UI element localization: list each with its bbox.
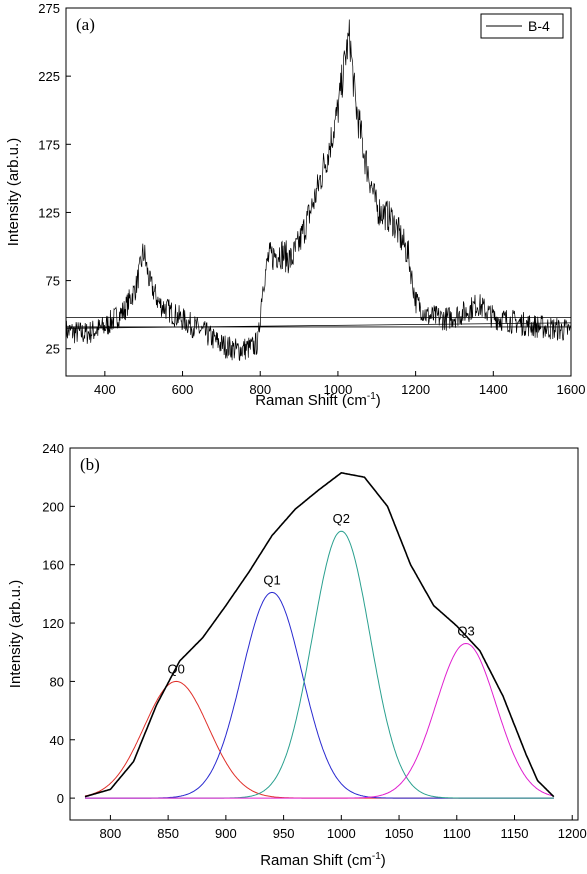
y-tick-label: 175 xyxy=(38,137,60,152)
peak-label-q2: Q2 xyxy=(333,511,350,526)
peak-curve-q3 xyxy=(85,642,554,799)
legend-label: B-4 xyxy=(528,18,550,34)
y-tick-label: 275 xyxy=(38,1,60,16)
x-tick-label: 1200 xyxy=(558,826,587,841)
y-tick-label: 160 xyxy=(42,558,64,573)
y-tick-label: 0 xyxy=(57,791,64,806)
x-tick-label: 1100 xyxy=(443,826,471,841)
series-line-b4 xyxy=(65,19,572,361)
x-tick-label: 1050 xyxy=(385,826,414,841)
x-tick-label: 850 xyxy=(157,826,179,841)
y-tick-label: 120 xyxy=(42,616,64,631)
x-axis-label-b: Raman Shift (cm-1) xyxy=(260,851,386,869)
x-tick-label: 900 xyxy=(215,826,237,841)
x-tick-label: 800 xyxy=(249,382,271,397)
panel-label-a: (a) xyxy=(76,15,95,34)
y-tick-label: 25 xyxy=(46,342,60,357)
x-tick-label: 1000 xyxy=(323,382,352,397)
x-tick-label: 1600 xyxy=(557,382,586,397)
x-tick-label: 400 xyxy=(94,382,116,397)
y-axis-label-a: Intensity (arb.u.) xyxy=(5,138,22,246)
peak-label-q1: Q1 xyxy=(263,572,280,587)
x-axis-label-a: Raman Shift (cm-1) xyxy=(255,391,381,409)
x-tick-label: 1150 xyxy=(501,826,529,841)
plot-frame-b xyxy=(69,447,579,821)
peak-curve-q2 xyxy=(85,530,554,799)
y-tick-label: 40 xyxy=(50,733,64,748)
y-tick-label: 75 xyxy=(46,274,60,289)
y-tick-label: 240 xyxy=(42,441,64,456)
y-axis-label-b: Intensity (arb.u.) xyxy=(7,580,24,688)
y-tick-label: 125 xyxy=(38,205,60,220)
plot-frame-a xyxy=(65,7,572,377)
y-tick-label: 200 xyxy=(42,499,64,514)
axis-ticks-b: 800 850 900 950 1000 1050 1100 1150 1200 0 40 80 120… xyxy=(42,441,586,841)
peak-label-q3: Q3 xyxy=(457,623,474,638)
series-a xyxy=(65,19,572,361)
panel-b: 800 850 900 950 1000 1050 1100 1150 1200 0 40 80 120… xyxy=(7,441,587,869)
y-tick-label: 80 xyxy=(50,674,64,689)
peak-components-b xyxy=(84,530,554,799)
x-tick-label: 950 xyxy=(273,826,295,841)
x-tick-label: 1000 xyxy=(327,826,356,841)
x-tick-label: 1400 xyxy=(479,382,508,397)
x-tick-label: 600 xyxy=(172,382,194,397)
panel-a: 400 600 800 1000 1200 1400 1600 25 75 125 175 225 27… xyxy=(5,1,585,409)
y-tick-label: 225 xyxy=(38,69,60,84)
envelope-b xyxy=(84,471,555,798)
panel-label-b: (b) xyxy=(80,455,100,474)
peak-curve-q1 xyxy=(85,591,554,799)
envelope-curve xyxy=(84,471,555,798)
x-tick-label: 800 xyxy=(100,826,122,841)
baseline-line xyxy=(65,322,572,329)
axis-ticks-a: 400 600 800 1000 1200 1400 1600 25 75 125 175 225 27… xyxy=(38,1,585,397)
x-tick-label: 1200 xyxy=(401,382,430,397)
peak-label-q0: Q0 xyxy=(168,661,185,676)
peak-labels-b: Q0 Q1 Q2 Q3 xyxy=(168,511,475,676)
legend-a: B-4 xyxy=(480,13,564,39)
